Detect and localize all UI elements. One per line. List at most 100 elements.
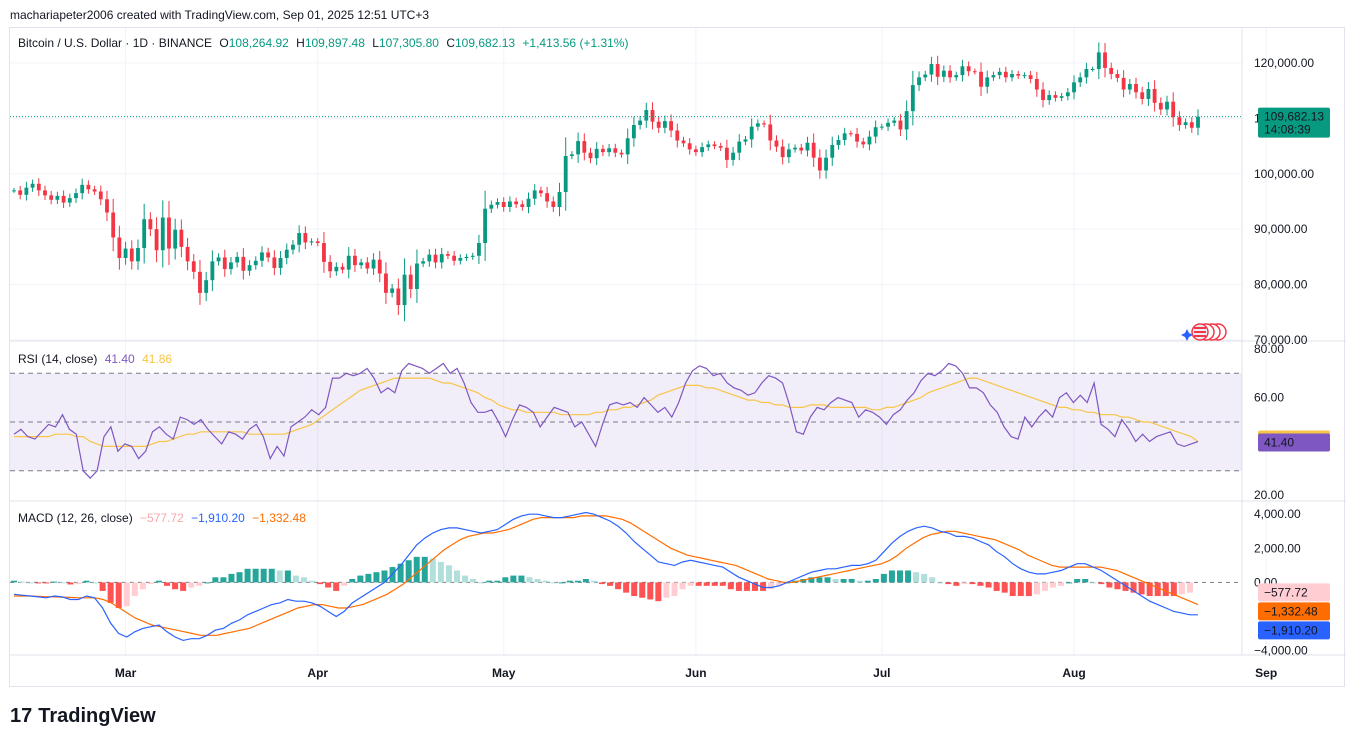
candle: [836, 135, 841, 150]
candle: [743, 135, 748, 146]
chart-canvas[interactable]: 120,000.00110,000.00100,000.0090,000.008…: [10, 28, 1346, 688]
candle-body: [446, 254, 450, 256]
macd-hist-bar: [1066, 582, 1073, 584]
macd-hist-bar: [1130, 582, 1137, 593]
candle: [799, 143, 804, 155]
candle-body: [315, 241, 320, 244]
candle: [402, 258, 407, 322]
rsi-legend: RSI (14, close) 41.40 41.86: [18, 352, 176, 366]
candle-body: [229, 262, 233, 270]
time-axis[interactable]: Mar Apr May Jun Jul Aug Sep: [115, 666, 1277, 680]
macd-legend: MACD (12, 26, close) −577.72 −1,910.20 −…: [18, 511, 310, 525]
flag-stripe: [1194, 327, 1206, 329]
candle-body: [191, 261, 196, 272]
candle: [86, 180, 91, 194]
macd-hist-bar: [985, 582, 992, 588]
macd-hist-bar: [840, 579, 847, 583]
candle-body: [464, 256, 469, 258]
candle: [762, 120, 766, 128]
candle-body: [148, 219, 153, 230]
macd-hist-bar: [937, 582, 944, 584]
candle: [1158, 97, 1163, 115]
macd-hist-bar: [1170, 582, 1177, 597]
macd-hist-bar: [429, 558, 436, 583]
tradingview-logo[interactable]: 17 TradingView: [10, 705, 156, 728]
candle: [576, 132, 581, 163]
macd-hist-bar: [639, 582, 646, 598]
high-value: 109,897.48: [304, 36, 365, 50]
events-flag-icon[interactable]: [1181, 323, 1227, 341]
macd-hist-bar: [735, 582, 742, 591]
candle: [278, 251, 283, 275]
macd-hist-bar: [220, 577, 227, 583]
candle-body: [929, 64, 934, 75]
candle: [222, 249, 227, 277]
candle-body: [98, 191, 103, 200]
macd-hist-bar: [1017, 582, 1024, 597]
macd-hist-bar: [687, 582, 694, 586]
rsi-series[interactable]: [13, 362, 1199, 479]
candlestick-series[interactable]: [10, 42, 1242, 322]
macd-series[interactable]: [13, 511, 1199, 642]
macd-hist-bar: [752, 582, 759, 591]
macd-hist-bar: [929, 577, 936, 583]
candle: [390, 283, 395, 298]
time-tick-label: Aug: [1062, 666, 1085, 680]
macd-hist-bar: [896, 570, 903, 583]
candle-body: [786, 149, 791, 158]
candle-body: [879, 126, 884, 128]
macd-hist-bar: [872, 579, 879, 583]
macd-hist-badge: −577.72: [1258, 583, 1330, 602]
rsi-tick-label: 60.00: [1254, 391, 1284, 405]
candle-body: [241, 256, 246, 271]
candle-body: [136, 248, 140, 262]
candle: [43, 185, 47, 201]
macd-hist-bar: [542, 580, 549, 583]
macd-histogram[interactable]: [11, 556, 1193, 608]
candle-body: [67, 198, 72, 203]
macd-hist-bar: [35, 582, 42, 584]
candle-body: [483, 208, 488, 244]
macd-hist-bar: [381, 570, 388, 583]
macd-hist-bar: [671, 582, 678, 597]
candle-body: [408, 274, 413, 290]
macd-hist-bar: [341, 582, 348, 586]
price-tick-label: 80,000.00: [1254, 278, 1308, 292]
chart-frame[interactable]: 120,000.00110,000.00100,000.0090,000.008…: [9, 27, 1346, 688]
time-tick-label: Sep: [1255, 666, 1277, 680]
macd-hist-bar: [292, 575, 299, 583]
macd-hist-bar: [139, 582, 146, 590]
candle-body: [1171, 101, 1176, 118]
candle-body: [210, 261, 215, 281]
macd-hist-bar: [276, 570, 283, 583]
candle: [817, 149, 822, 179]
price-axis[interactable]: 120,000.00110,000.00100,000.0090,000.008…: [1254, 56, 1314, 658]
macd-hist-bar: [953, 582, 960, 586]
macd-hist-bar: [325, 582, 332, 588]
macd-hist-bar: [75, 582, 82, 585]
candle: [607, 144, 612, 157]
candle: [855, 127, 859, 148]
close-label: C: [446, 36, 455, 50]
candle-body: [291, 244, 295, 250]
candle: [67, 193, 72, 208]
macd-hist-bar: [623, 582, 630, 593]
candle: [538, 186, 543, 197]
macd-hist-bar: [510, 575, 517, 583]
candle-body: [1121, 77, 1126, 90]
candle-body: [18, 190, 23, 195]
macd-hist-bar: [421, 556, 428, 583]
candle-body: [278, 257, 283, 268]
macd-badge-bg: [1258, 621, 1330, 640]
candle-body: [693, 149, 698, 153]
rsi-ma-line: [14, 377, 1199, 447]
candle: [948, 65, 952, 83]
candle-body: [805, 142, 810, 151]
candle-body: [842, 133, 847, 140]
macd-hist-bar: [1106, 582, 1113, 588]
candle-body: [309, 241, 314, 243]
candle-body: [904, 111, 909, 130]
macd-hist-bar: [961, 582, 968, 585]
candle: [774, 135, 779, 152]
macd-hist-badge-text: −577.72: [1264, 585, 1308, 599]
